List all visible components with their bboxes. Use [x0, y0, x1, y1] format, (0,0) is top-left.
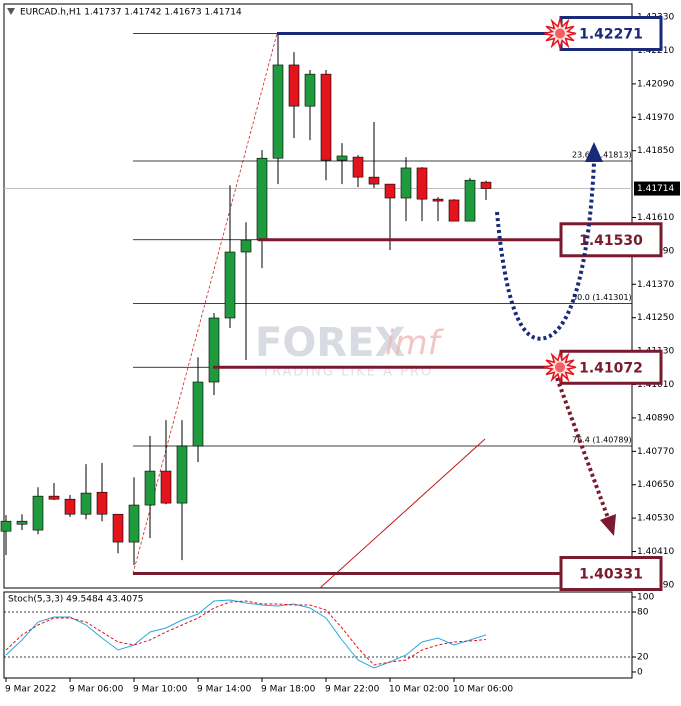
- candle-body: [160, 470, 172, 504]
- y-tick-label: 1.41010: [637, 380, 674, 390]
- candle-body: [416, 167, 428, 200]
- starburst-core: [555, 362, 565, 373]
- forecast-arrow: [495, 161, 596, 341]
- candle-body: [224, 251, 236, 319]
- x-tick-label: 9 Mar 18:00: [261, 685, 316, 695]
- key-level-label: 1.41072: [579, 360, 643, 376]
- candle-body: [32, 495, 44, 531]
- candle-body: [304, 73, 316, 107]
- candle-body: [192, 381, 204, 447]
- candle-body: [384, 183, 396, 199]
- y-tick-label: 1.41610: [637, 213, 674, 223]
- trend-line: [319, 438, 486, 589]
- key-level-label: 1.41530: [579, 233, 643, 249]
- y-tick-label: 1.41370: [637, 280, 674, 290]
- y-tick-label: 1.40410: [637, 547, 674, 557]
- x-tick-label: 9 Mar 06:00: [69, 685, 124, 695]
- candle-body: [96, 491, 108, 515]
- candle-body: [432, 198, 444, 202]
- fib-label: 76.4 (1.40789): [572, 436, 632, 445]
- y-tick-label: 20: [637, 653, 649, 663]
- candle-body: [256, 157, 268, 241]
- current-price-box: [634, 181, 680, 196]
- candle-body: [464, 179, 476, 222]
- candle-body: [336, 155, 348, 161]
- candle-body: [480, 181, 492, 189]
- arrow-head: [585, 142, 603, 162]
- forecast-arrow: [555, 377, 610, 519]
- indicator-title: Stoch(5,3,3) 49.5484 43.4075: [8, 595, 143, 605]
- candle-body: [448, 199, 460, 222]
- candle-body: [240, 239, 252, 253]
- x-tick-label: 9 Mar 14:00: [197, 685, 252, 695]
- candle-body: [80, 492, 92, 515]
- chart-title: EURCAD.h,H1 1.41737 1.41742 1.41673 1.41…: [20, 8, 242, 18]
- candle-body: [176, 445, 188, 504]
- candle-body: [368, 176, 380, 185]
- current-price-label: 1.41714: [637, 184, 674, 194]
- candle-body: [400, 167, 412, 199]
- y-tick-label: 0: [637, 668, 643, 678]
- y-tick-label: 1.40650: [637, 480, 674, 490]
- candle-body: [128, 504, 140, 543]
- x-tick-label: 9 Mar 2022: [5, 685, 56, 695]
- key-level-box: [559, 222, 663, 258]
- watermark: imf: [385, 324, 445, 364]
- key-level-box: [559, 349, 663, 385]
- candle-body: [48, 495, 60, 500]
- candle-body: [288, 64, 300, 107]
- title-icon: [7, 8, 15, 15]
- starburst-core: [555, 28, 565, 39]
- indicator-line: [5, 600, 487, 666]
- key-level-box: [559, 16, 663, 52]
- indicator-panel: [3, 591, 633, 679]
- main-panel: [3, 3, 633, 589]
- x-tick-label: 9 Mar 22:00: [325, 685, 380, 695]
- fib-label: 23.6 (1.41813): [572, 150, 632, 159]
- candle-body: [320, 73, 332, 161]
- key-level-box: [559, 556, 663, 592]
- key-level-label: 1.42271: [579, 27, 643, 43]
- key-level-label: 1.40331: [579, 567, 643, 583]
- candle-body: [0, 520, 12, 532]
- candle-body: [272, 64, 284, 159]
- y-tick-label: 1.40770: [637, 447, 674, 457]
- y-tick-label: 80: [637, 608, 649, 618]
- y-tick-label: 1.41850: [637, 146, 674, 156]
- candle-body: [208, 317, 220, 383]
- fib-trend-line: [132, 33, 278, 574]
- candle-body: [144, 470, 156, 506]
- y-tick-label: 1.41250: [637, 313, 674, 323]
- y-tick-label: 1.41970: [637, 113, 674, 123]
- arrow-head: [600, 514, 616, 536]
- candle-body: [64, 498, 76, 515]
- x-tick-label: 10 Mar 02:00: [389, 685, 449, 695]
- y-tick-label: 100: [637, 593, 654, 603]
- y-tick-label: 1.40890: [637, 413, 674, 423]
- candle-body: [112, 513, 124, 543]
- indicator-line: [5, 599, 487, 669]
- candle-body: [16, 520, 28, 525]
- candle-body: [352, 156, 364, 178]
- watermark: FOREX: [255, 320, 405, 366]
- y-tick-label: 1.40530: [637, 514, 674, 524]
- fib-label: 50.0 (1.41301): [572, 293, 632, 302]
- x-tick-label: 10 Mar 06:00: [453, 685, 513, 695]
- y-tick-label: 1.42090: [637, 79, 674, 89]
- x-tick-label: 9 Mar 10:00: [133, 685, 188, 695]
